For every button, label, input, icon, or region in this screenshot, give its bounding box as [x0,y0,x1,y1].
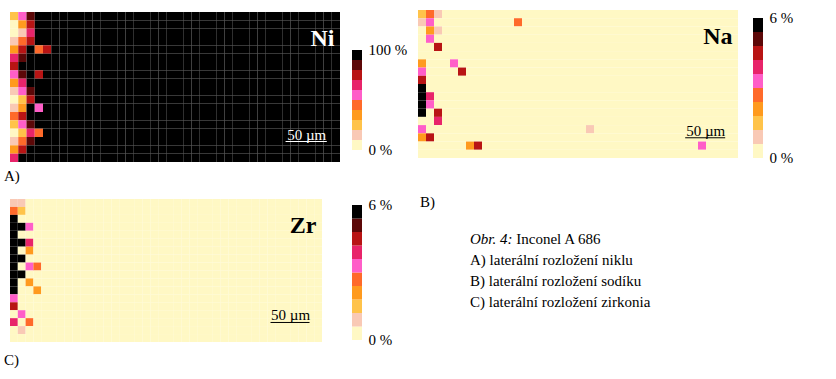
svg-text:Ni: Ni [311,25,335,51]
svg-text:100 %: 100 % [369,42,408,58]
svg-text:6 %: 6 % [770,10,794,26]
html-text:C) laterální rozložení zirkoni: C) laterální rozložení zirkonia [470,294,651,310]
html-text:C): C) [4,352,19,368]
html-text:A): A) [4,168,20,184]
svg-text:50 µm: 50 µm [271,307,310,323]
html-text:B): B) [420,194,435,210]
svg-text:0 %: 0 % [369,332,393,348]
svg-text:0 %: 0 % [369,142,393,158]
html-text:A) laterální rozložení niklu: A) laterální rozložení niklu [470,252,633,268]
html-text:B) laterální rozložení sodíku: B) laterální rozložení sodíku [470,273,642,289]
svg-text:50 µm: 50 µm [686,123,725,139]
svg-text:Zr: Zr [290,212,317,238]
html-text:Obr. 4: Inconel A 686: Obr. 4: Inconel A 686 [470,231,601,247]
svg-text:Na: Na [703,23,732,49]
svg-text:6 %: 6 % [369,197,393,213]
svg-text:0 %: 0 % [770,150,794,166]
svg-text:50 µm: 50 µm [287,127,326,143]
